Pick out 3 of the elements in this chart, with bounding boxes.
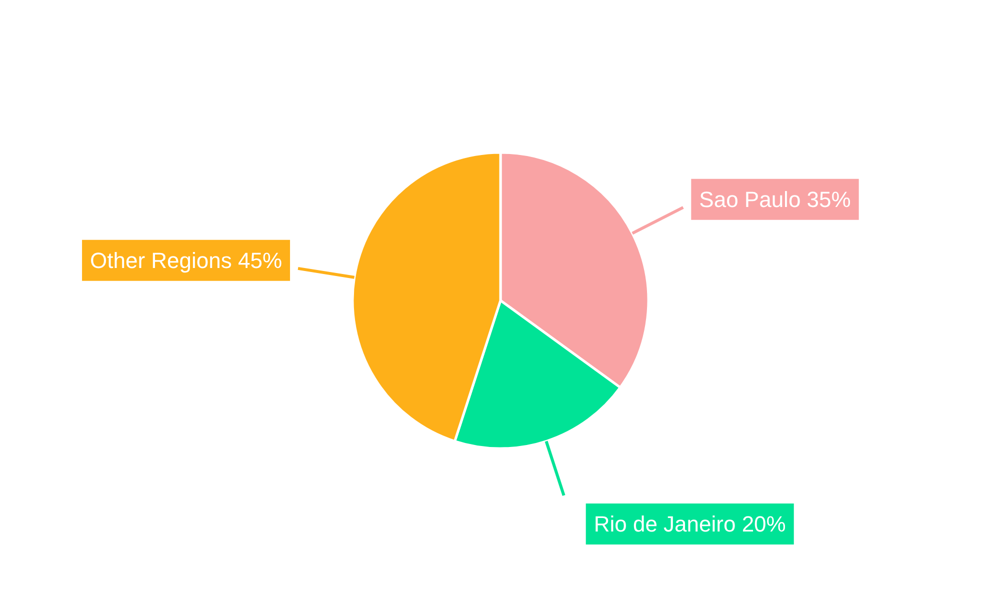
slice-label: Other Regions 45% [90,248,282,273]
slice-label: Sao Paulo 35% [699,186,851,212]
slice-label: Rio de Janeiro 20% [594,511,786,536]
